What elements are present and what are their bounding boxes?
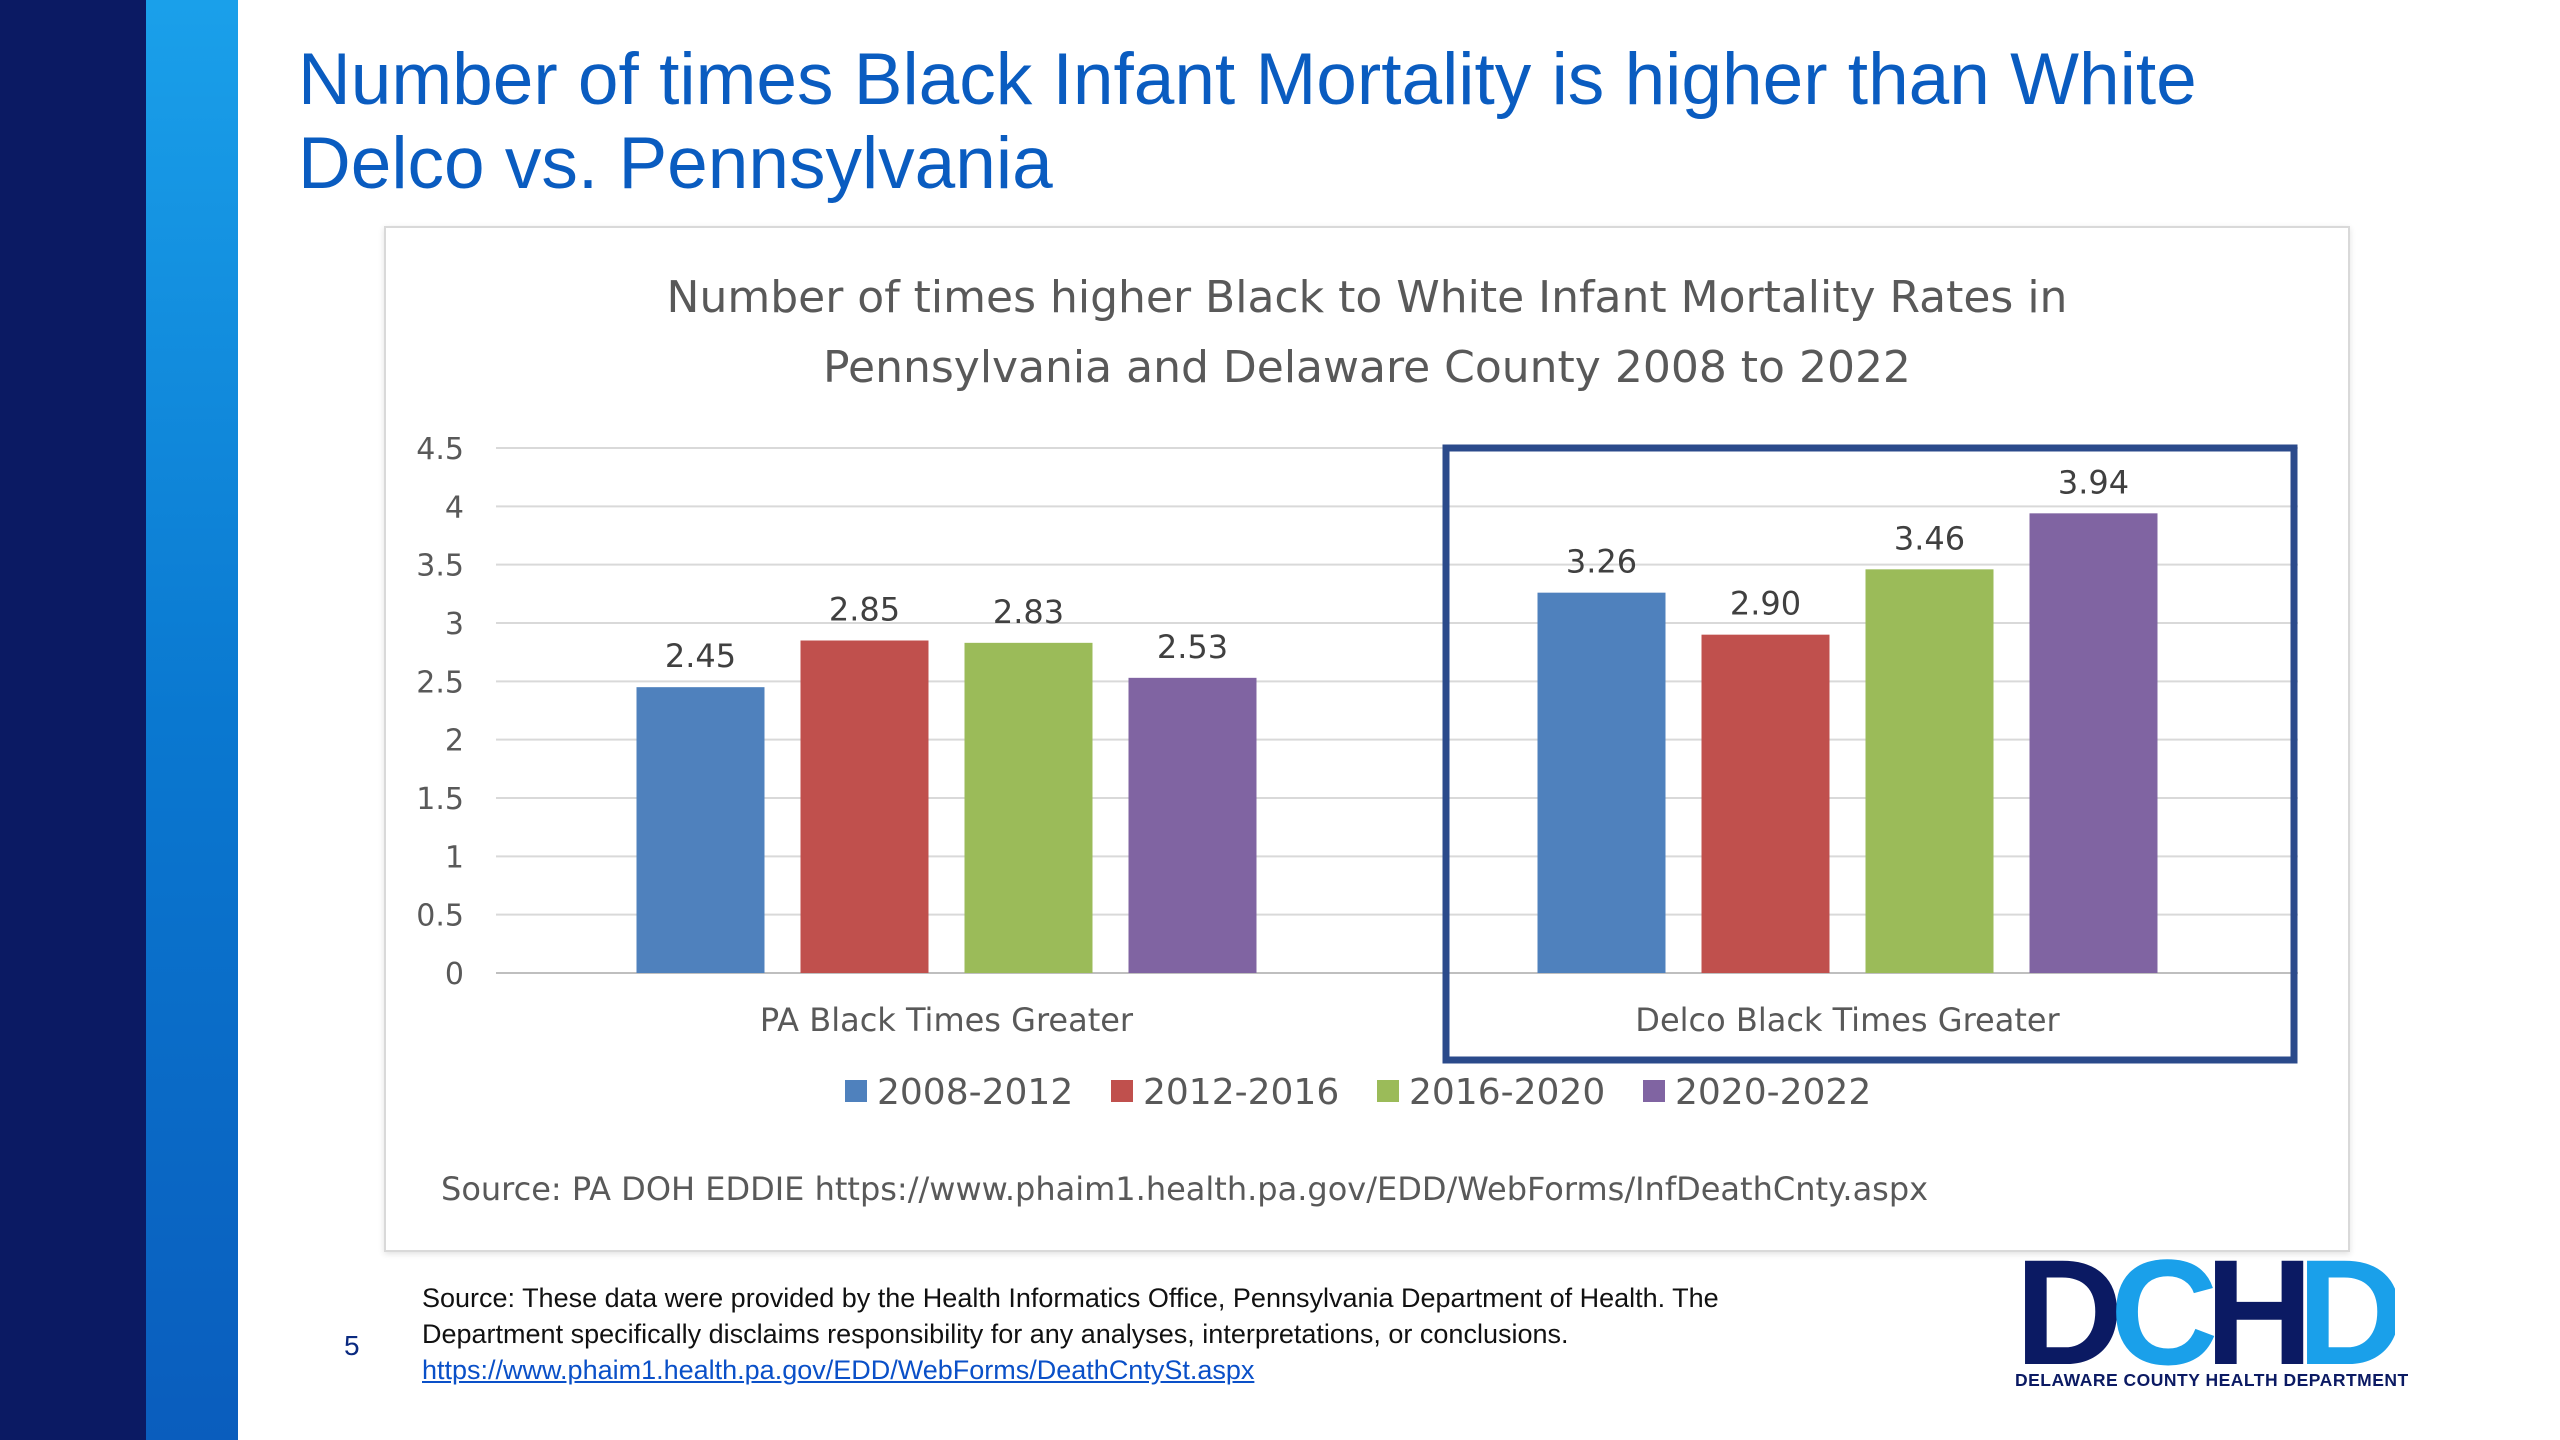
y-tick-label: 4.5 [416, 432, 464, 467]
y-tick-label: 0 [445, 957, 464, 992]
y-tick-label: 2 [445, 724, 464, 759]
legend-swatch [1111, 1080, 1133, 1102]
y-tick-label: 3 [445, 607, 464, 642]
data-label: 2.83 [993, 593, 1064, 631]
y-tick-label: 0.5 [416, 899, 464, 934]
bar [1128, 677, 1257, 973]
y-tick-label: 1.5 [416, 782, 464, 817]
y-tick-label: 4 [445, 490, 464, 525]
data-label: 2.85 [829, 591, 900, 629]
legend-swatch [1377, 1080, 1399, 1102]
slide-title-line-2: Delco vs. Pennsylvania [298, 123, 1053, 204]
dchd-logo-caption: DELAWARE COUNTY HEALTH DEPARTMENT [2015, 1370, 2409, 1390]
legend-label: 2020-2022 [1675, 1072, 1871, 1113]
chart-source-text: Source: PA DOH EDDIE https://www.phaim1.… [441, 1170, 1928, 1208]
chart-frame: Number of times higher Black to White In… [384, 226, 2350, 1252]
bar [1701, 634, 1830, 973]
bar [1865, 569, 1994, 973]
page-number: 5 [344, 1330, 360, 1361]
bar [1537, 592, 1666, 973]
chart-title-line-2: Pennsylvania and Delaware County 2008 to… [823, 342, 1911, 393]
bar [2029, 513, 2158, 973]
dchd-logo-h: H [2205, 1242, 2313, 1396]
dchd-logo: D C H D [2015, 1242, 2395, 1396]
footer-source-line-2: Department specifically disclaims respon… [422, 1319, 1569, 1349]
footer-source-line-1: Source: These data were provided by the … [422, 1283, 1719, 1313]
bars [636, 513, 2158, 973]
bar [636, 687, 765, 973]
bar [800, 640, 929, 973]
legend-label: 2016-2020 [1409, 1072, 1605, 1113]
slide-title-line-1: Number of times Black Infant Mortality i… [298, 39, 2197, 120]
legend-swatch [1643, 1080, 1665, 1102]
delco-highlight-box [1442, 444, 2298, 1064]
y-tick-label: 3.5 [416, 549, 464, 584]
dchd-logo-c: C [2110, 1242, 2218, 1396]
data-label: 2.45 [665, 637, 736, 675]
footer-source: Source: These data were provided by the … [422, 1280, 1962, 1388]
data-label: 2.90 [1730, 585, 1801, 623]
dchd-logo-d2: D [2297, 1242, 2395, 1396]
data-label: 3.94 [2058, 463, 2129, 501]
legend-swatch [845, 1080, 867, 1102]
y-tick-label: 1 [445, 840, 464, 875]
y-tick-label: 2.5 [416, 665, 464, 700]
sidebar-light-band [146, 0, 238, 1440]
sidebar-dark-band [0, 0, 146, 1440]
category-label: PA Black Times Greater [760, 1001, 1134, 1039]
gridlines [496, 447, 2298, 974]
category-label: Delco Black Times Greater [1635, 1001, 2060, 1039]
legend-label: 2008-2012 [877, 1072, 1073, 1113]
bar [964, 642, 1093, 973]
footer-source-link[interactable]: https://www.phaim1.health.pa.gov/EDD/Web… [422, 1355, 1255, 1385]
chart-title-line-1: Number of times higher Black to White In… [667, 272, 2068, 323]
legend-label: 2012-2016 [1143, 1072, 1339, 1113]
legend: 2008-2012 2012-2016 2016-2020 2020-2022 [845, 1072, 1871, 1113]
data-label: 3.26 [1566, 543, 1637, 581]
bar-chart: Number of times higher Black to White In… [416, 272, 2298, 1208]
data-label: 3.46 [1894, 519, 1965, 557]
slide-title: Number of times Black Infant Mortality i… [298, 38, 2458, 206]
data-label: 2.53 [1157, 628, 1228, 666]
dchd-logo-d1: D [2015, 1242, 2123, 1396]
